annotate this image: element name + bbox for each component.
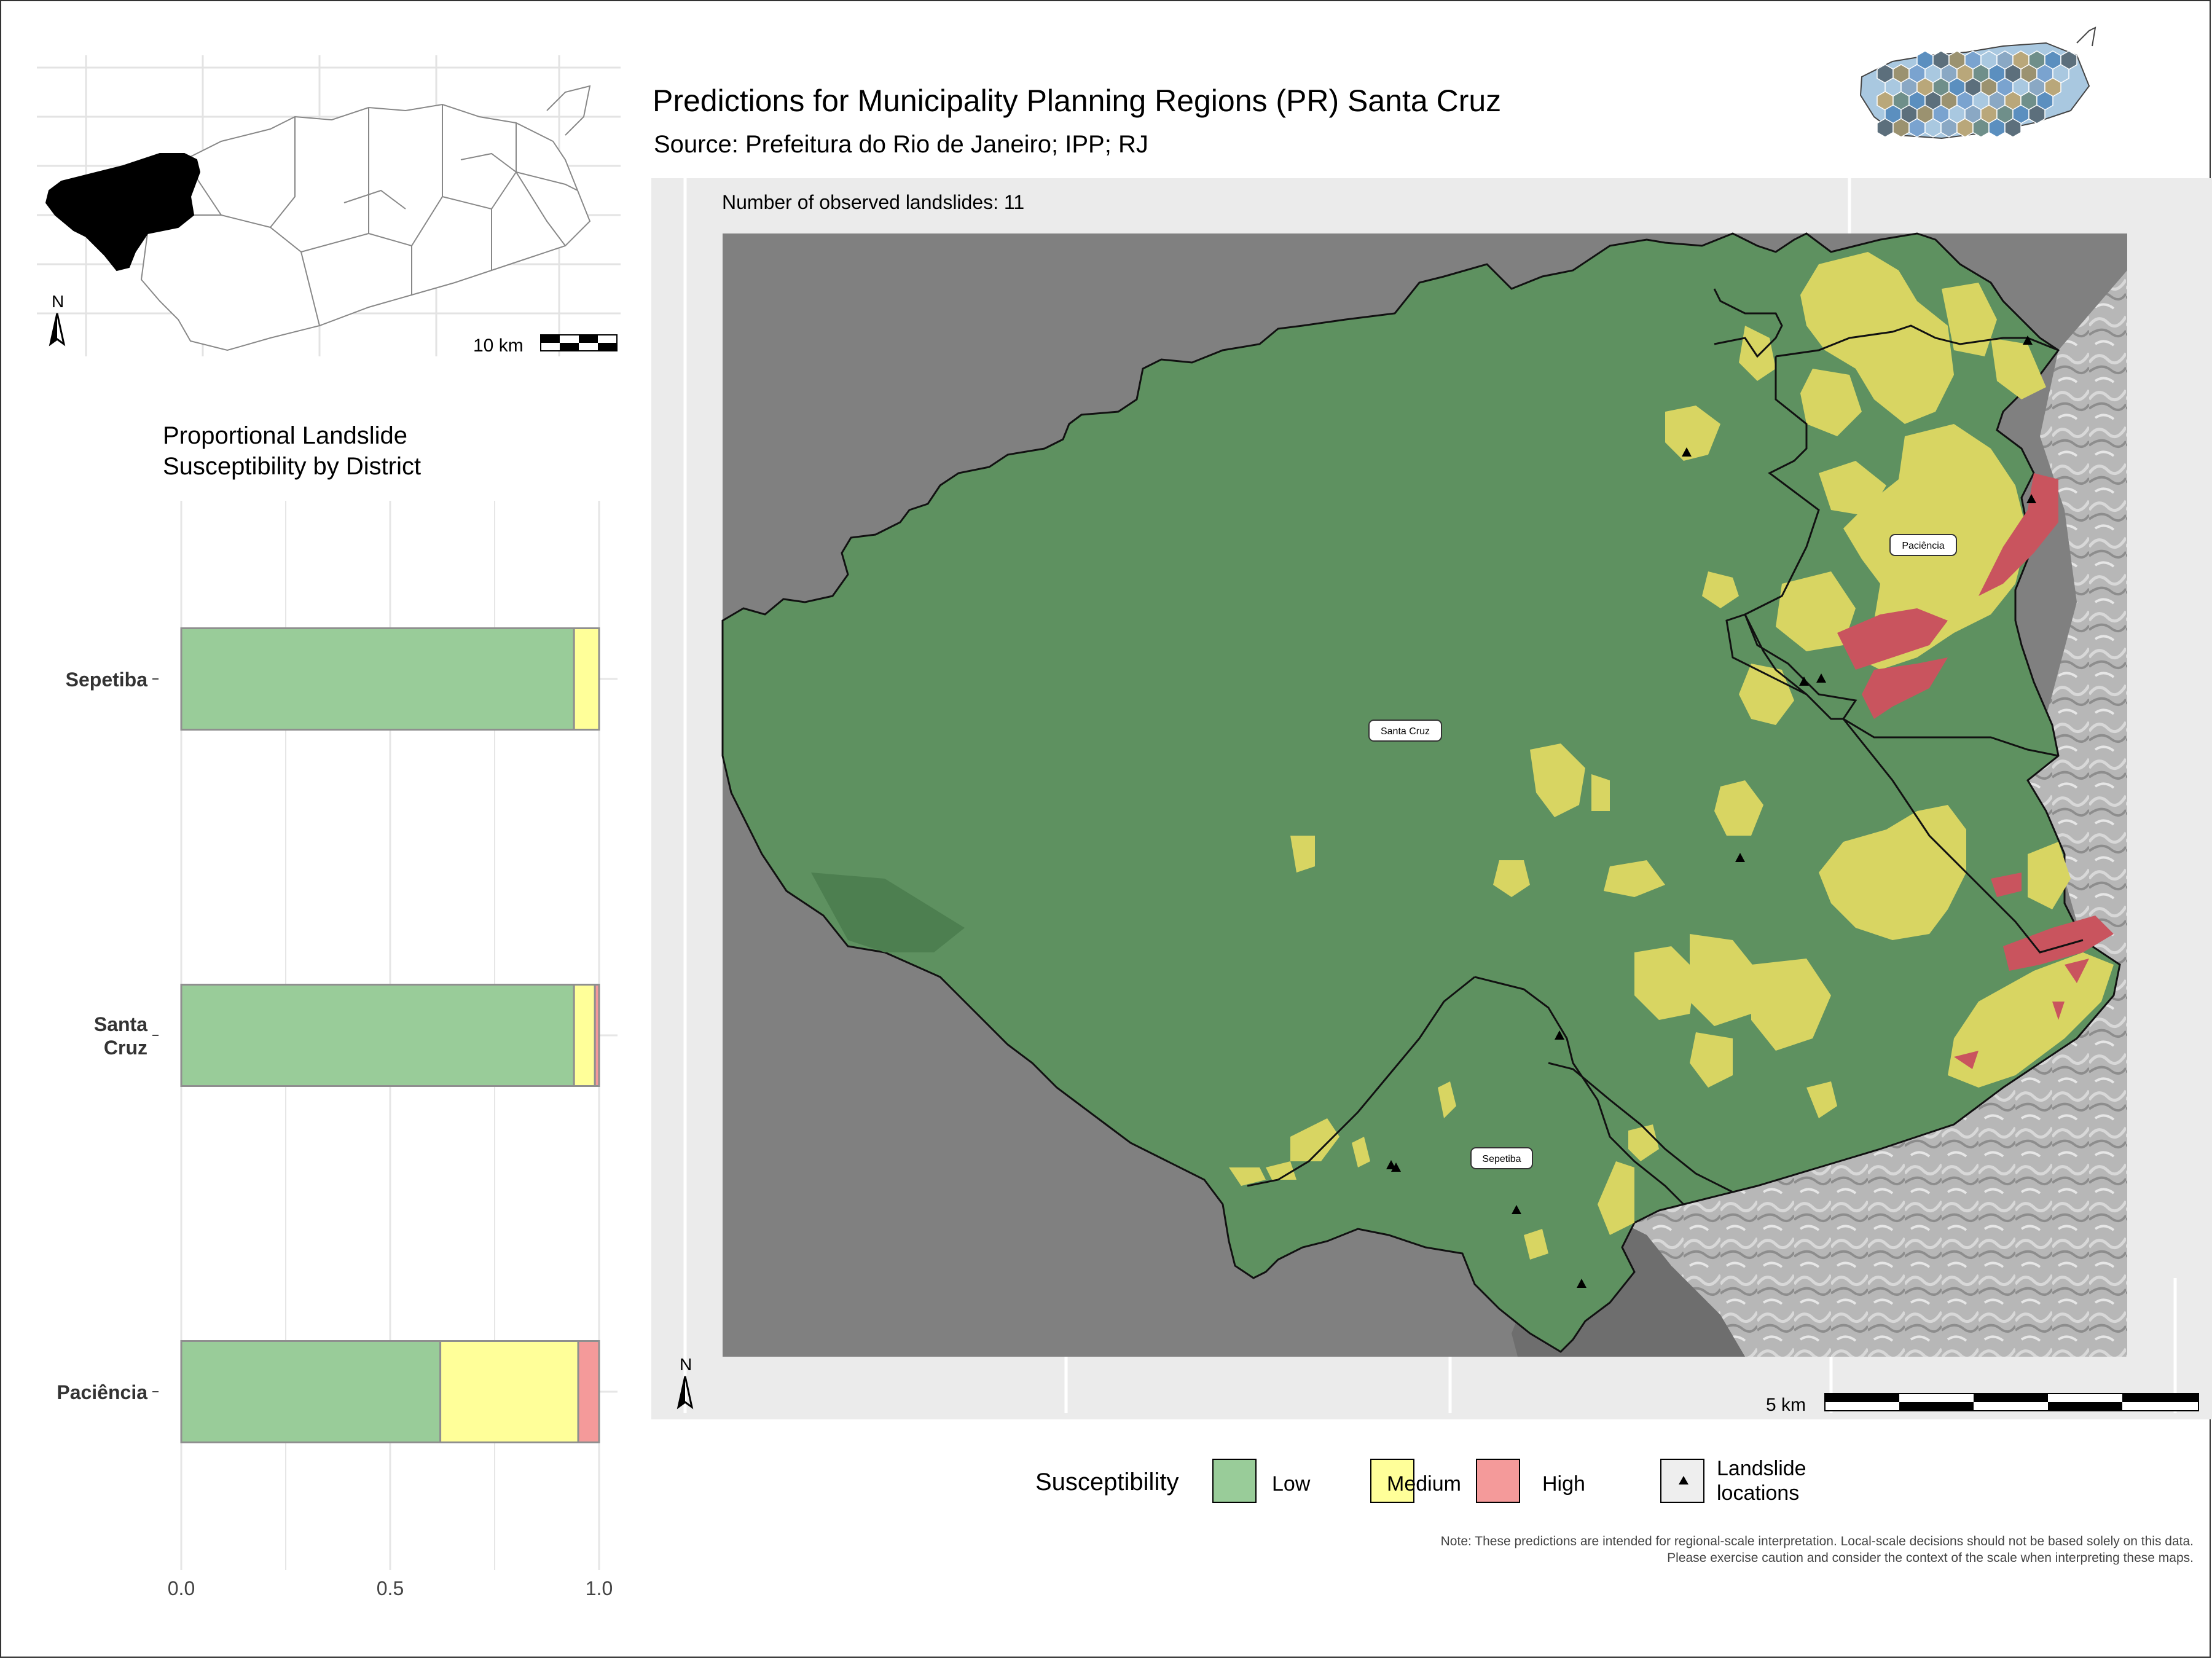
bar-segment-high-santa-cruz	[594, 984, 600, 1087]
bar-category-label: Paciência	[57, 1381, 147, 1403]
label-santa-cruz: Santa Cruz	[1368, 720, 1442, 742]
legend-swatch-landslide	[1660, 1459, 1704, 1503]
bar-x-tick-label: 0.0	[168, 1577, 195, 1599]
main-scale-bar: 5 km	[1766, 1393, 2199, 1415]
inset-north-label: N	[52, 292, 64, 311]
high-susceptibility-areas	[1837, 473, 2114, 1069]
landslide-marker	[1555, 1030, 1564, 1040]
legend-swatch-high	[1476, 1459, 1520, 1503]
landslide-marker	[1577, 1279, 1586, 1288]
landslide-points	[1386, 335, 2036, 1288]
municipality-districts	[140, 85, 591, 351]
landslide-marker	[1735, 853, 1745, 862]
page-title: Predictions for Municipality Planning Re…	[653, 84, 1502, 118]
legend-label-high: High	[1542, 1472, 1585, 1496]
low-susceptibility-area	[721, 232, 2121, 1353]
label-sepetiba-text: Sepetiba	[1482, 1154, 1521, 1164]
landslide-marker	[1816, 673, 1826, 683]
inset-scale-bar: 10 km	[473, 334, 618, 356]
bar-chart-title-line2: Susceptibility by District	[163, 453, 422, 480]
label-paciencia-text: Paciência	[1902, 541, 1944, 551]
main-map-svg: Santa Cruz Paciência Sepetiba Number of …	[651, 178, 2212, 1493]
legend-swatch-low	[1212, 1459, 1257, 1503]
landslide-marker	[2023, 335, 2033, 345]
legend-landslide-line1: Landslide	[1717, 1457, 1806, 1480]
bar-segment-low-santa-cruz	[180, 984, 575, 1087]
medium-susceptibility-areas	[1229, 252, 2114, 1260]
hexbin-overview-icon	[1859, 26, 2096, 139]
main-scale-label: 5 km	[1766, 1395, 1806, 1415]
district-labels: Santa Cruz Paciência Sepetiba	[1368, 534, 1957, 1169]
hexbin-cells	[1877, 50, 2077, 138]
bar-chart-title-line1: Proportional Landslide	[163, 422, 408, 449]
landslide-marker	[1391, 1163, 1401, 1172]
note-line1: Note: These predictions are intended for…	[1440, 1534, 2194, 1548]
bar-category-label: Santa	[94, 1013, 147, 1035]
susceptibility-legend: Susceptibility Low Medium High Landslide…	[1020, 1456, 1880, 1530]
hexbin-cell	[2004, 118, 2022, 138]
inset-locator-map: N 10 km	[37, 49, 627, 369]
inset-north-arrow: N	[49, 292, 66, 347]
bar-segment-medium-sepetiba	[573, 627, 600, 731]
bar-x-tick-label: 1.0	[586, 1577, 613, 1599]
bar-category-label: Sepetiba	[66, 669, 148, 691]
main-susceptibility-map: Santa Cruz Paciência Sepetiba Number of …	[651, 80, 2212, 1493]
landslide-marker	[1386, 1160, 1396, 1169]
main-north-arrow: N	[677, 1355, 694, 1410]
page-subtitle: Source: Prefeitura do Rio de Janeiro; IP…	[654, 131, 1148, 158]
bar-segment-medium-paciência	[439, 1340, 579, 1443]
bar-segment-low-paciência	[180, 1340, 442, 1443]
legend-label-low: Low	[1272, 1472, 1311, 1496]
bar-segment-low-sepetiba	[180, 627, 575, 731]
legend-title: Susceptibility	[1035, 1469, 1179, 1496]
note-line2: Please exercise caution and consider the…	[1667, 1551, 2194, 1565]
bar-chart-title: Proportional Landslide Susceptibility by…	[163, 420, 421, 482]
landslide-marker	[1799, 677, 1809, 686]
district-bar-chart: Proportional Landslide Susceptibility by…	[18, 406, 639, 1610]
label-santa-cruz-text: Santa Cruz	[1381, 726, 1430, 737]
low-dark-patch	[811, 873, 965, 952]
hexbin-cell	[2028, 104, 2045, 124]
inset-highlight-santa-cruz	[45, 153, 201, 272]
disclaimer-note: Note: These predictions are intended for…	[965, 1533, 2194, 1566]
inset-map-svg: N 10 km	[37, 55, 621, 356]
bar-segment-high-paciência	[577, 1340, 600, 1443]
label-sepetiba: Sepetiba	[1470, 1147, 1533, 1169]
observed-landslides-label: Number of observed landslides: 11	[722, 191, 1024, 213]
legend-label-medium: Medium	[1387, 1472, 1461, 1496]
district-boundaries	[1247, 288, 2084, 1206]
legend-label-landslide: Landslide locations	[1717, 1456, 1806, 1505]
triangle-icon	[1679, 1476, 1688, 1484]
inset-scale-label: 10 km	[473, 335, 524, 356]
label-paciencia: Paciência	[1889, 534, 1957, 556]
bar-x-tick-label: 0.5	[377, 1577, 404, 1599]
landslide-marker	[2026, 494, 2036, 503]
landslide-marker	[1682, 447, 1692, 457]
legend-swatch-medium	[1370, 1459, 1414, 1503]
landslide-marker	[1512, 1205, 1521, 1214]
bar-segment-medium-santa-cruz	[573, 984, 596, 1087]
legend-landslide-line2: locations	[1717, 1481, 1800, 1505]
bar-category-label: Cruz	[104, 1037, 147, 1059]
main-north-label: N	[680, 1355, 692, 1374]
